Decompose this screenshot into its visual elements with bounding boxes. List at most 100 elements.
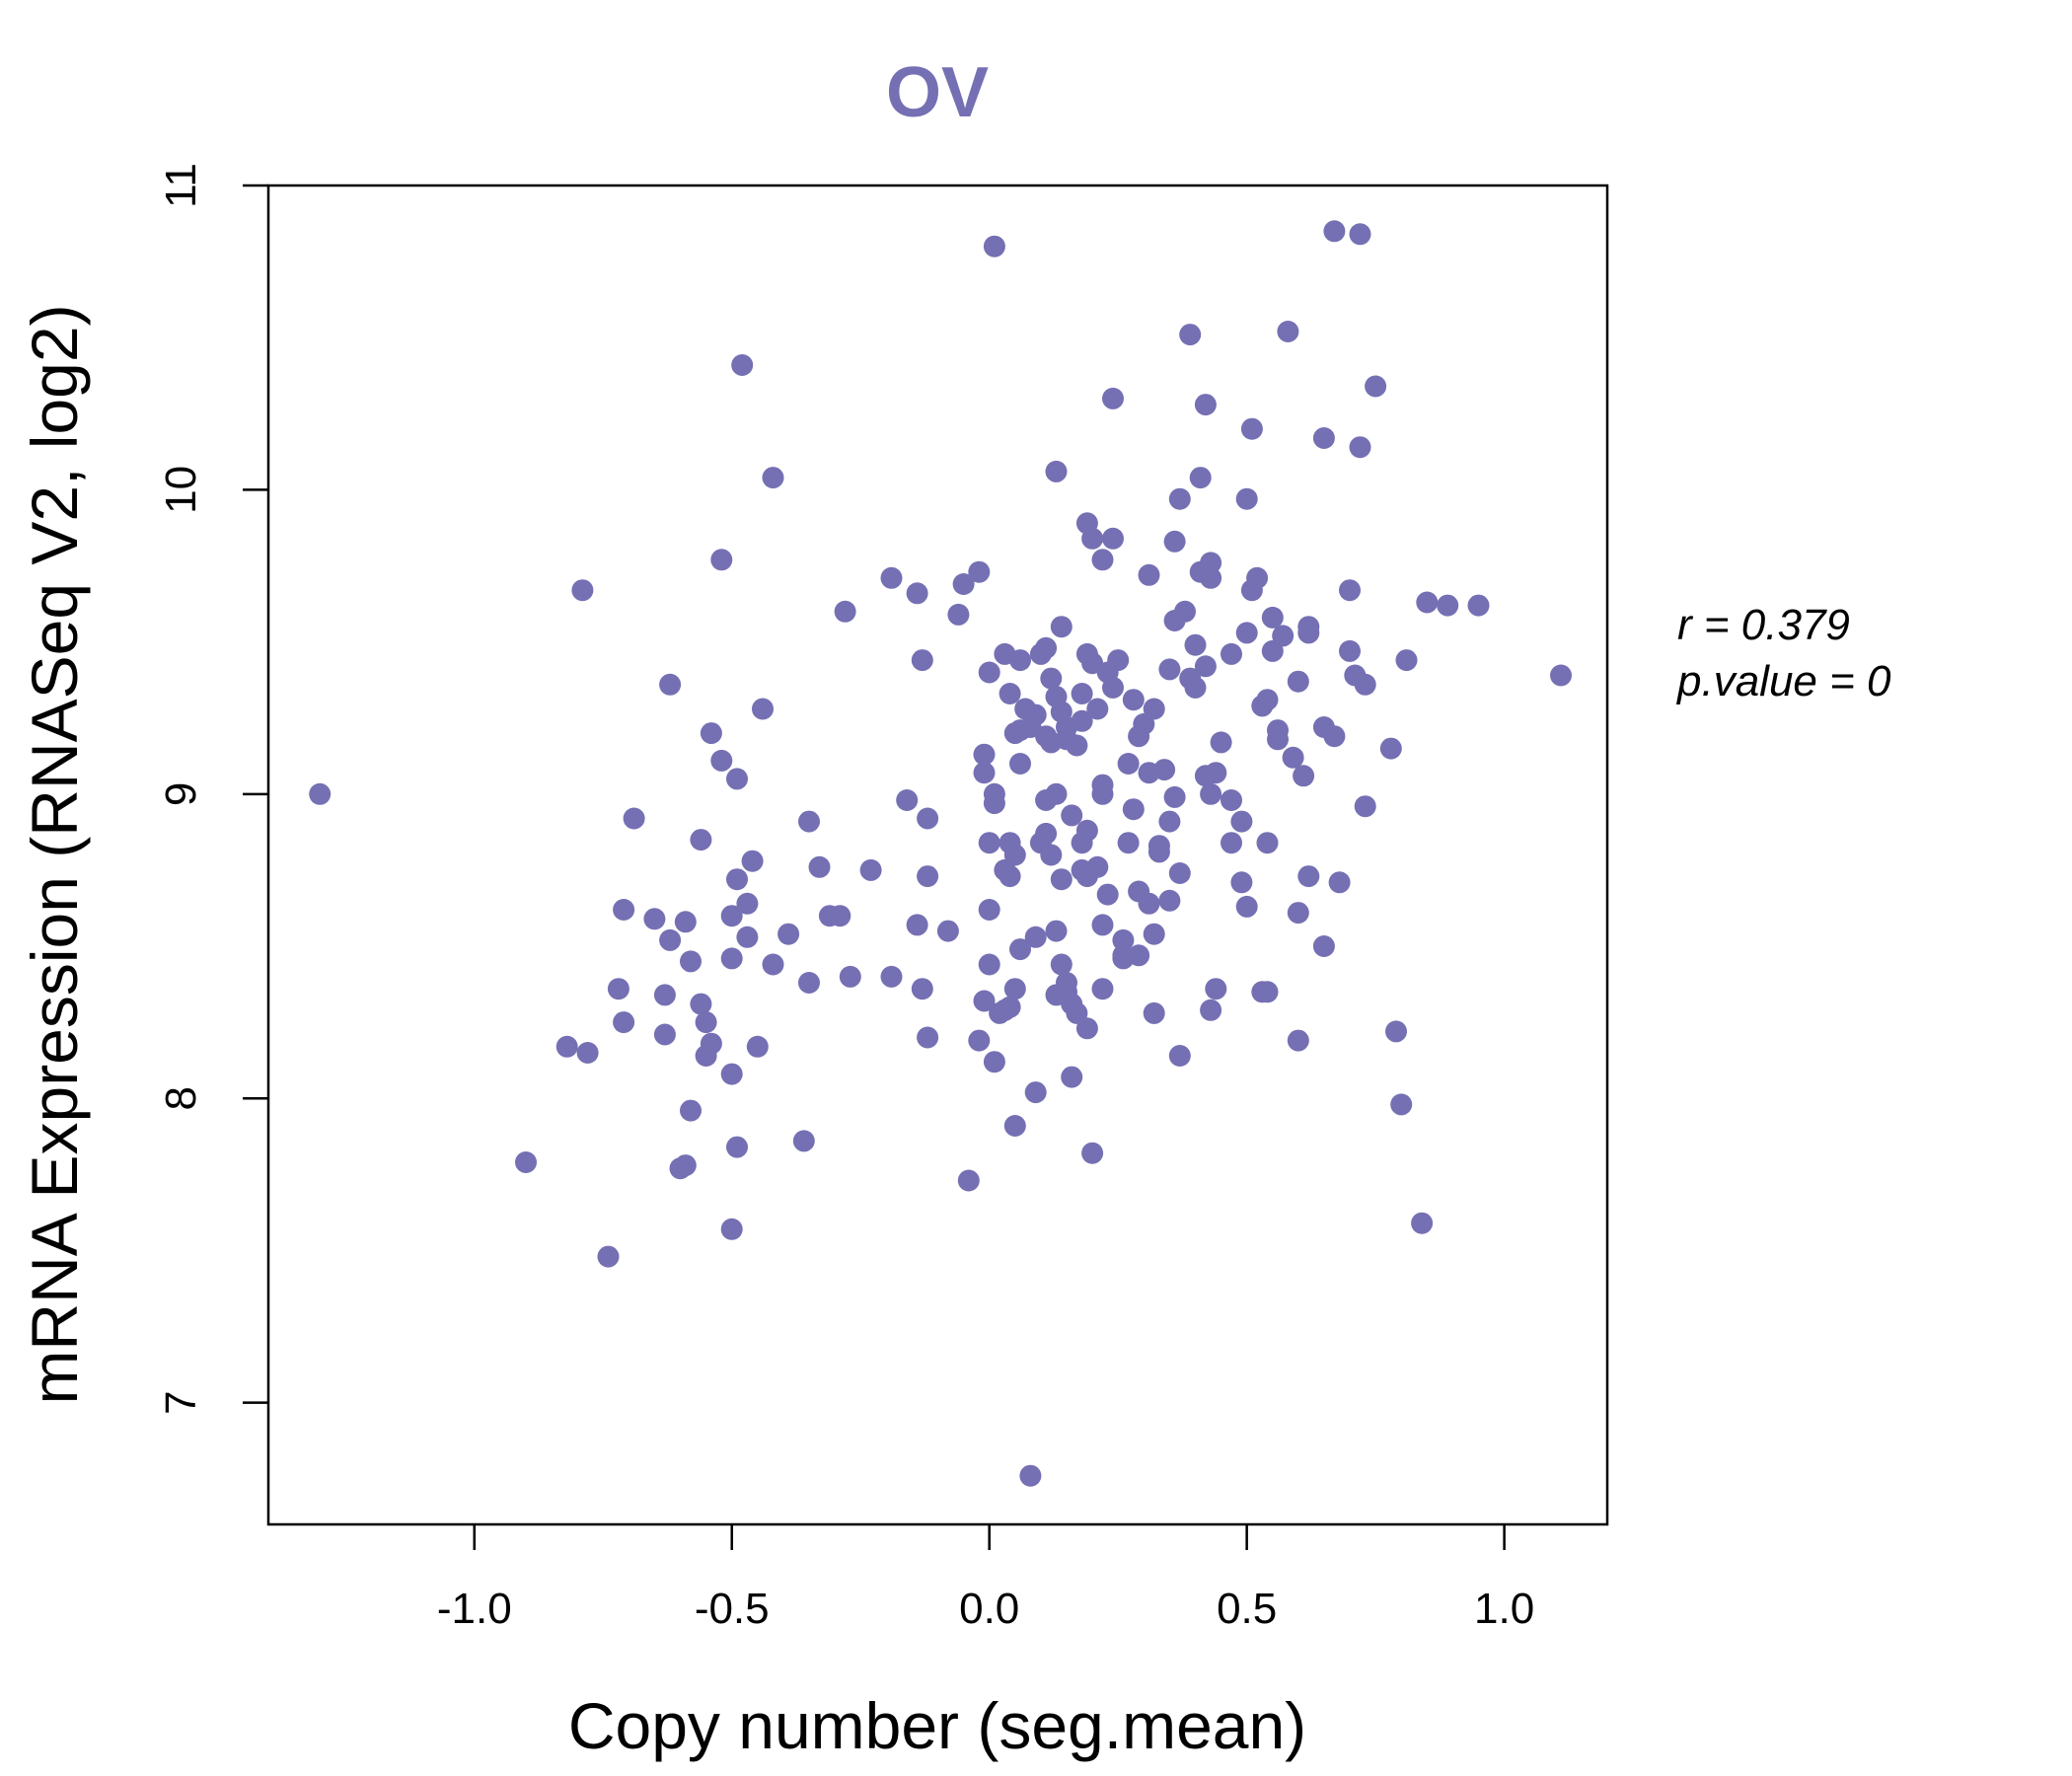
data-point [1117,832,1140,854]
data-point [571,579,594,602]
data-point [659,928,682,951]
data-point [973,743,996,766]
data-point [983,1051,1005,1073]
data-point [1385,1020,1407,1043]
data-point [1168,862,1191,884]
data-point [1349,223,1371,246]
data-point [607,978,629,1000]
data-point [1045,920,1068,942]
data-point [613,899,635,921]
data-point [690,993,712,1015]
data-point [726,868,748,891]
data-point [680,1099,702,1122]
x-tick-label: -1.0 [437,1585,512,1633]
data-point [1061,1066,1083,1088]
data-point [1081,527,1104,550]
data-point [906,582,928,605]
y-axis-label: mRNA Expression (RNASeq V2, log2) [18,304,91,1404]
data-point [973,990,996,1012]
data-point [653,1023,676,1046]
data-point [978,953,1000,976]
data-point [808,855,831,878]
data-point [1143,923,1165,945]
data-point [792,1130,815,1152]
data-point [839,965,861,988]
data-point [1045,782,1068,805]
data-point [659,673,682,696]
data-point [1122,798,1145,821]
data-point [1323,725,1346,748]
data-point [1050,868,1073,891]
data-point [674,911,697,933]
data-point [829,905,851,927]
x-tick-label: -0.5 [695,1585,770,1633]
data-point [1071,683,1093,704]
data-point [1312,427,1335,449]
data-point [1200,566,1222,589]
data-point [1003,844,1026,866]
data-point [1158,889,1181,912]
data-point [777,923,800,945]
data-point [983,235,1005,258]
data-point [1287,1029,1309,1052]
data-point [1287,902,1309,925]
data-point [1200,999,1222,1021]
data-point [1339,579,1361,602]
data-point [1061,804,1083,827]
data-point [1221,789,1242,811]
data-point [1050,616,1073,638]
data-point [1102,387,1124,409]
data-point [1075,819,1098,842]
data-point [1081,1142,1104,1164]
data-point [710,549,733,571]
data-point [973,762,996,784]
data-point [700,1032,722,1055]
chart-title: OV [886,53,989,132]
data-point [1256,981,1279,1003]
y-tick-label: 9 [157,782,205,806]
data-point [1256,689,1279,711]
data-point [834,600,856,623]
data-point [1395,649,1418,672]
data-point [1205,762,1227,784]
data-point [1261,639,1284,662]
data-point [1107,649,1130,672]
data-point [1086,698,1109,720]
data-point [1235,895,1258,918]
data-point [978,832,1000,854]
data-point [952,573,975,595]
data-point [1230,871,1253,894]
data-point [597,1245,620,1268]
data-point [859,858,882,881]
data-point [1003,978,1026,1000]
data-point [1282,746,1304,769]
data-point [710,749,733,772]
data-point [880,566,903,589]
data-point [576,1042,599,1064]
data-point [1071,709,1093,732]
data-point [1158,658,1181,681]
data-point [917,807,939,830]
data-point [1091,782,1114,805]
data-point [1416,591,1439,614]
data-point [1003,1115,1026,1137]
y-tick-label: 7 [157,1390,205,1414]
data-point [1117,753,1140,775]
data-point [1221,832,1242,854]
data-point [309,782,332,805]
y-tick-label: 10 [157,466,205,514]
data-point [1153,759,1176,781]
data-point [1240,417,1263,440]
data-point [1138,892,1160,915]
data-point [1354,673,1376,696]
data-point [1272,625,1295,647]
x-axis-label: Copy number (seg.mean) [568,1689,1306,1762]
data-point [1086,855,1109,878]
y-axis: 7 8 9 10 11 [157,163,268,1415]
data-point [1184,633,1207,656]
data-point [896,789,919,811]
x-tick-label: 0.5 [1217,1585,1277,1633]
data-point [1075,1017,1098,1040]
data-point [968,1029,991,1052]
data-point [736,892,759,915]
